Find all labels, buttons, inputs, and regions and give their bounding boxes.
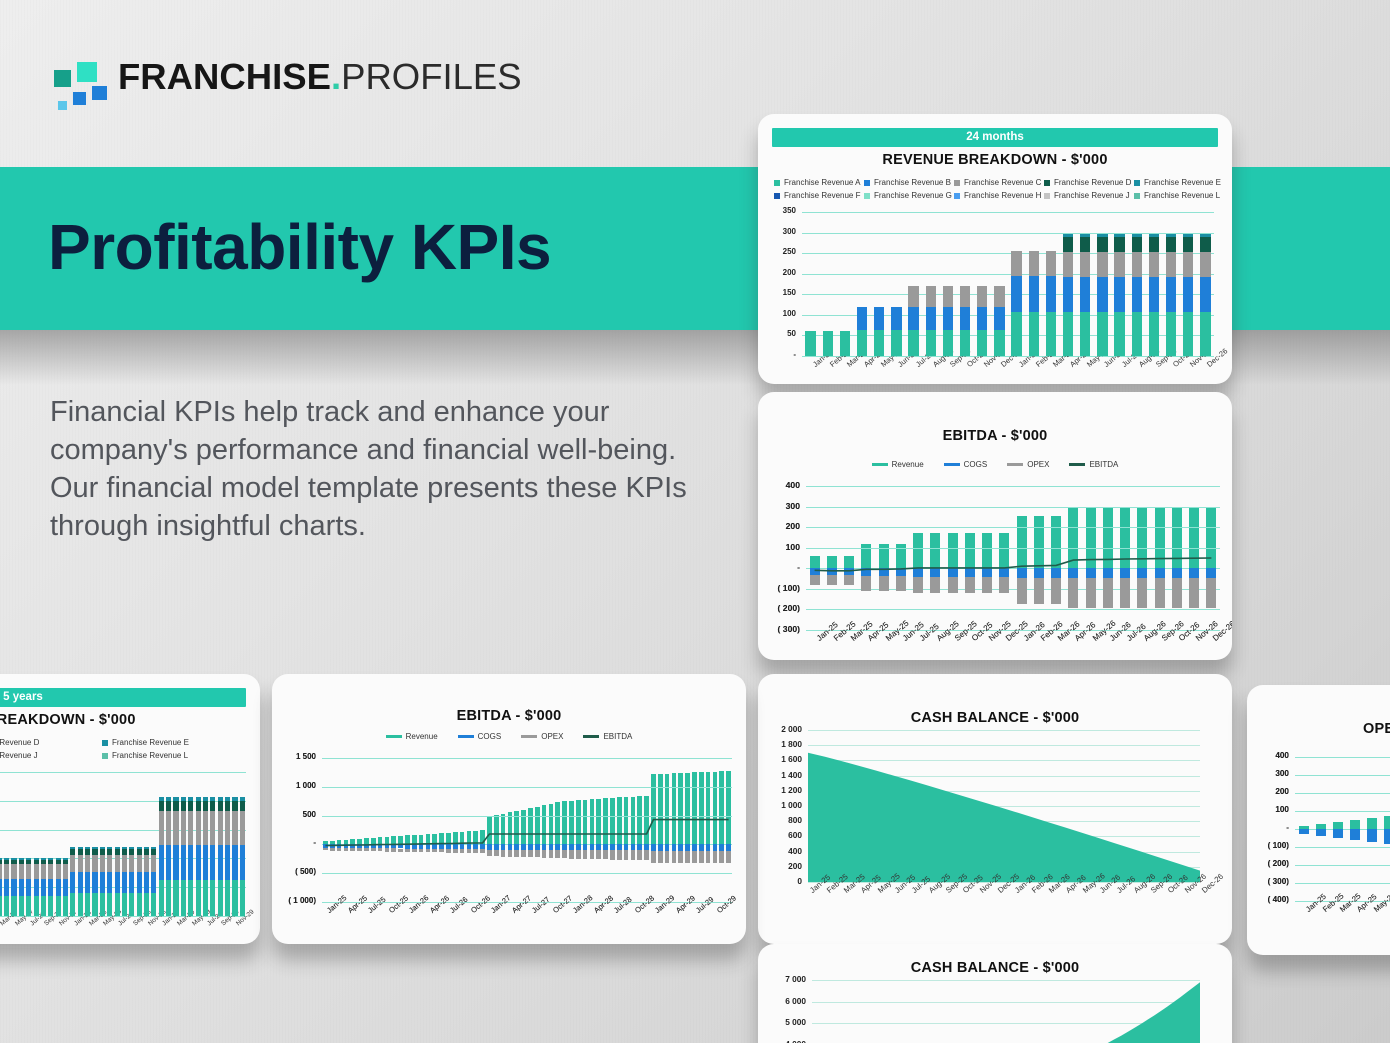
svg-text:FRANCHISE.PROFILES: FRANCHISE.PROFILES — [118, 56, 522, 97]
